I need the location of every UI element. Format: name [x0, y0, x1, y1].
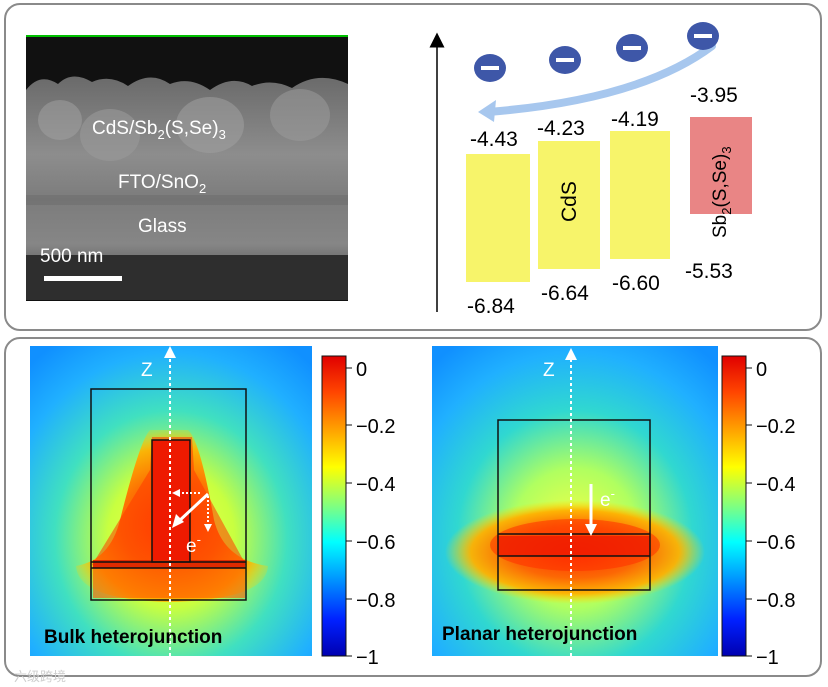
vb-value-1: -6.84 [467, 295, 515, 318]
vb-value-4: -5.53 [685, 260, 733, 283]
band-block-3 [610, 131, 670, 259]
electron-1 [474, 54, 506, 82]
planar-simulation: Z e- Planar heterojunction [432, 346, 718, 656]
sem-layer-label-absorber: CdS/Sb2(S,Se)3 [92, 118, 226, 142]
bulk-title: Bulk heterojunction [44, 627, 222, 648]
planar-cbar-tick-0: 0 [756, 359, 767, 381]
cb-value-3: -4.19 [611, 108, 659, 131]
cb-value-2: -4.23 [537, 117, 585, 140]
bulk-cbar-tick-3: −0.6 [356, 532, 395, 554]
band-block-cds [538, 141, 600, 269]
planar-cbar-tick-3: −0.6 [756, 532, 795, 554]
sem-layer-label-glass: Glass [138, 216, 187, 237]
planar-electron-label: e- [600, 486, 615, 511]
sbsse-label: Sb2(S,Se)3 [710, 146, 734, 238]
planar-cbar-tick-1: −0.2 [756, 416, 795, 438]
cb-value-4: -3.95 [690, 84, 738, 107]
electron-4 [687, 22, 719, 50]
electron-flow-arrow [484, 42, 716, 116]
planar-cbar-tick-5: −1 [756, 647, 779, 669]
bulk-z-label: Z [141, 360, 153, 381]
vb-value-3: -6.60 [612, 272, 660, 295]
planar-cbar-tick-4: −0.8 [756, 590, 795, 612]
bulk-electron-label: e- [186, 532, 201, 557]
sem-layer-label-fto: FTO/SnO2 [118, 172, 206, 196]
bulk-cbar-tick-5: −1 [356, 647, 379, 669]
bulk-cbar-tick-0: 0 [356, 359, 367, 381]
bulk-colorbar: 0 −0.2 −0.4 −0.6 −0.8 −1 [321, 355, 395, 669]
planar-colorbar: 0 −0.2 −0.4 −0.6 −0.8 −1 [721, 355, 795, 669]
sem-image: CdS/Sb2(S,Se)3 FTO/SnO2 Glass 500 nm [26, 35, 348, 301]
bulk-cbar-tick-4: −0.8 [356, 590, 395, 612]
bulk-simulation: Z e- Bulk heterojunction [30, 346, 312, 656]
bulk-device-outline [90, 388, 247, 601]
vb-value-2: -6.64 [541, 282, 589, 305]
bulk-electron-arrow [176, 492, 210, 524]
scale-bar-label: 500 nm [40, 246, 103, 267]
planar-title: Planar heterojunction [442, 624, 637, 645]
cds-label: CdS [558, 181, 581, 222]
electron-flow-arrowhead [478, 100, 496, 122]
bulk-cbar-tick-2: −0.4 [356, 474, 395, 496]
watermark: 六级跨境 [14, 670, 67, 685]
planar-z-label: Z [543, 360, 555, 381]
band-block-1 [466, 154, 530, 282]
band-diagram: -4.43 -4.23 -4.19 -3.95 -6.84 -6.64 -6.6… [429, 22, 752, 318]
planar-cbar-tick-2: −0.4 [756, 474, 795, 496]
electron-3 [616, 34, 648, 62]
cb-value-1: -4.43 [470, 128, 518, 151]
electron-2 [549, 46, 581, 74]
band-block-sbsse [690, 117, 752, 214]
planar-device-outline [497, 419, 651, 591]
bulk-cbar-tick-1: −0.2 [356, 416, 395, 438]
scale-bar [44, 276, 122, 281]
